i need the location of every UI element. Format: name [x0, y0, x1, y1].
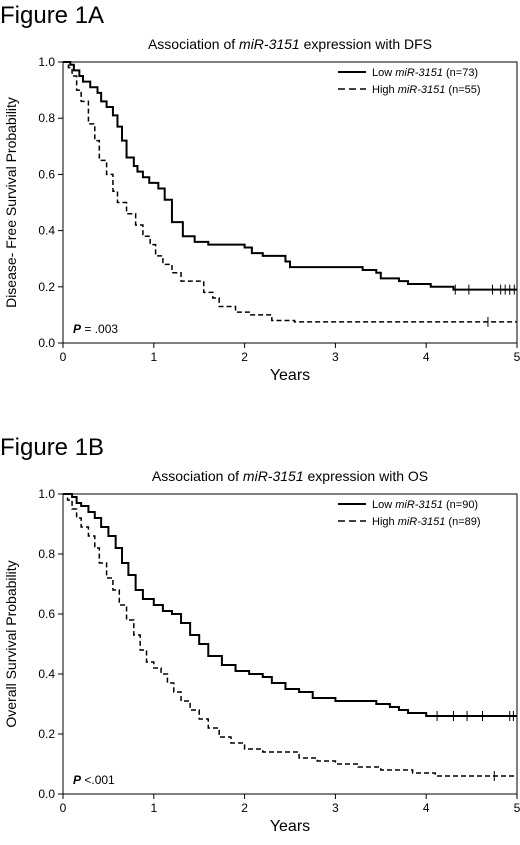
series-line-dashed [63, 61, 517, 323]
figure-1a-label: Figure 1A [0, 2, 105, 29]
x-tick-label: 1 [150, 801, 157, 815]
y-tick-label: 0.0 [38, 336, 55, 350]
y-axis-label: Disease- Free Survival Probability [3, 97, 19, 308]
p-value-annotation: P = .003 [73, 322, 118, 336]
x-tick-label: 3 [332, 801, 339, 815]
x-tick-label: 2 [241, 801, 248, 815]
y-tick-label: 0.8 [38, 547, 55, 561]
y-axis-label: Overall Survival Probability [3, 560, 19, 727]
y-tick-label: 0.2 [38, 280, 55, 294]
y-tick-label: 1.0 [38, 487, 55, 501]
legend-label: Low miR-3151 (n=73) [372, 67, 478, 79]
chart-title: Association of miR-3151 expression with … [152, 468, 428, 484]
y-tick-label: 0.6 [38, 167, 55, 181]
x-tick-label: 4 [423, 801, 430, 815]
figure-1b-chart: Association of miR-3151 expression with … [3, 468, 520, 835]
legend-label: Low miR-3151 (n=90) [372, 499, 478, 511]
p-value-annotation: P <.001 [73, 773, 115, 787]
y-tick-label: 0.4 [38, 224, 55, 238]
series-line-solid [63, 61, 517, 291]
figure-1a-chart: Association of miR-3151 expression with … [3, 36, 520, 384]
y-tick-label: 0.4 [38, 667, 55, 681]
figure-1b-label: Figure 1B [0, 434, 105, 461]
x-tick-label: 3 [332, 350, 339, 364]
x-tick-label: 4 [423, 350, 430, 364]
y-tick-label: 1.0 [38, 55, 55, 69]
y-tick-label: 0.6 [38, 607, 55, 621]
series-line-solid [63, 493, 517, 717]
plot-frame [62, 61, 518, 344]
y-tick-label: 0.2 [38, 727, 55, 741]
x-tick-label: 2 [241, 350, 248, 364]
x-tick-label: 5 [514, 801, 520, 815]
x-axis-label: Years [270, 818, 310, 835]
x-tick-label: 5 [514, 350, 520, 364]
x-axis-label: Years [270, 367, 310, 384]
series-line-dashed [63, 493, 517, 777]
plot-frame [62, 493, 518, 795]
y-tick-label: 0.8 [38, 111, 55, 125]
x-tick-label: 1 [150, 350, 157, 364]
x-tick-label: 0 [60, 801, 67, 815]
y-tick-label: 0.0 [38, 787, 55, 801]
legend-label: High miR-3151 (n=55) [372, 84, 481, 96]
legend-label: High miR-3151 (n=89) [372, 516, 481, 528]
x-tick-label: 0 [60, 350, 67, 364]
chart-title: Association of miR-3151 expression with … [148, 36, 432, 52]
